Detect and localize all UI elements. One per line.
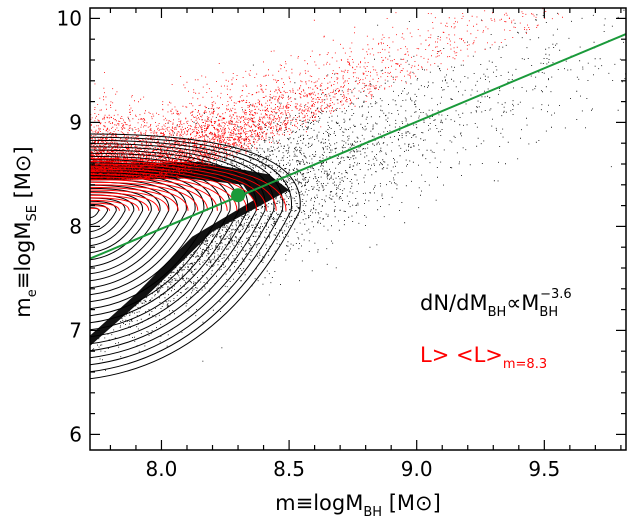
contour-line — [90, 187, 152, 261]
contour-line-bright — [90, 171, 238, 211]
contour-line — [90, 149, 257, 345]
contour-line-bright — [90, 176, 218, 211]
fit-line-group — [90, 33, 626, 260]
contour-line-bright — [90, 186, 179, 211]
y-tick-label: 10 — [57, 6, 82, 30]
contour-line — [90, 207, 100, 219]
contour-line-bright — [90, 181, 199, 211]
x-tick-label: 8.5 — [273, 457, 305, 481]
contour-line — [90, 197, 126, 240]
contour-line — [90, 152, 249, 338]
contour-line-bright — [90, 194, 150, 211]
fit-line — [90, 33, 626, 260]
contour-line — [90, 136, 292, 373]
contour-line — [90, 143, 275, 359]
plot-frame — [89, 7, 627, 451]
contour-line-bright — [90, 163, 267, 211]
contour-line — [90, 146, 266, 352]
contour-line-bright — [90, 199, 130, 211]
contour-line — [90, 165, 214, 310]
contour-line-bright — [90, 160, 277, 211]
contour-line-bright — [90, 197, 140, 211]
contour-line — [90, 200, 117, 233]
axis-ticks: 8.0 8.5 9.0 9.5 6 7 8 9 10 — [57, 6, 626, 481]
y-axis-label: me≡logMSE [M⊙] — [11, 146, 40, 317]
x-tick-label: 9.0 — [401, 457, 433, 481]
contour-line-bright — [90, 189, 169, 211]
contour-line-bright — [90, 158, 287, 211]
contour-interior — [90, 178, 254, 336]
contour-line — [90, 159, 231, 324]
mass-function-annotation: dN/dMBH∝MBH−3.6 — [420, 287, 572, 320]
contour-line-bright — [90, 179, 209, 211]
y-tick-label: 8 — [69, 214, 82, 238]
contour-line-bright — [90, 168, 248, 211]
y-tick-label: 6 — [69, 422, 82, 446]
contour-line-bright — [90, 184, 189, 211]
y-tick-label: 7 — [69, 318, 82, 342]
y-tick-label: 9 — [69, 110, 82, 134]
reference-marker — [231, 188, 246, 203]
contour-line-bright — [90, 166, 258, 211]
x-tick-label: 8.0 — [146, 457, 178, 481]
contour-line — [90, 178, 178, 282]
contour-line — [90, 162, 222, 317]
contour-line-bright — [90, 192, 160, 211]
contour-line-bright — [90, 207, 101, 211]
contour-line — [90, 133, 301, 380]
x-axis-label: m≡logMBH [M⊙] — [275, 491, 441, 520]
density-contours — [90, 133, 301, 380]
contour-line — [90, 203, 108, 226]
contour-line-bright — [90, 202, 120, 211]
contour-line — [90, 184, 161, 268]
contour-line — [90, 139, 284, 366]
luminosity-cut-annotation: L> <L>m=8.3 — [420, 343, 547, 372]
x-tick-label: 9.5 — [528, 457, 560, 481]
